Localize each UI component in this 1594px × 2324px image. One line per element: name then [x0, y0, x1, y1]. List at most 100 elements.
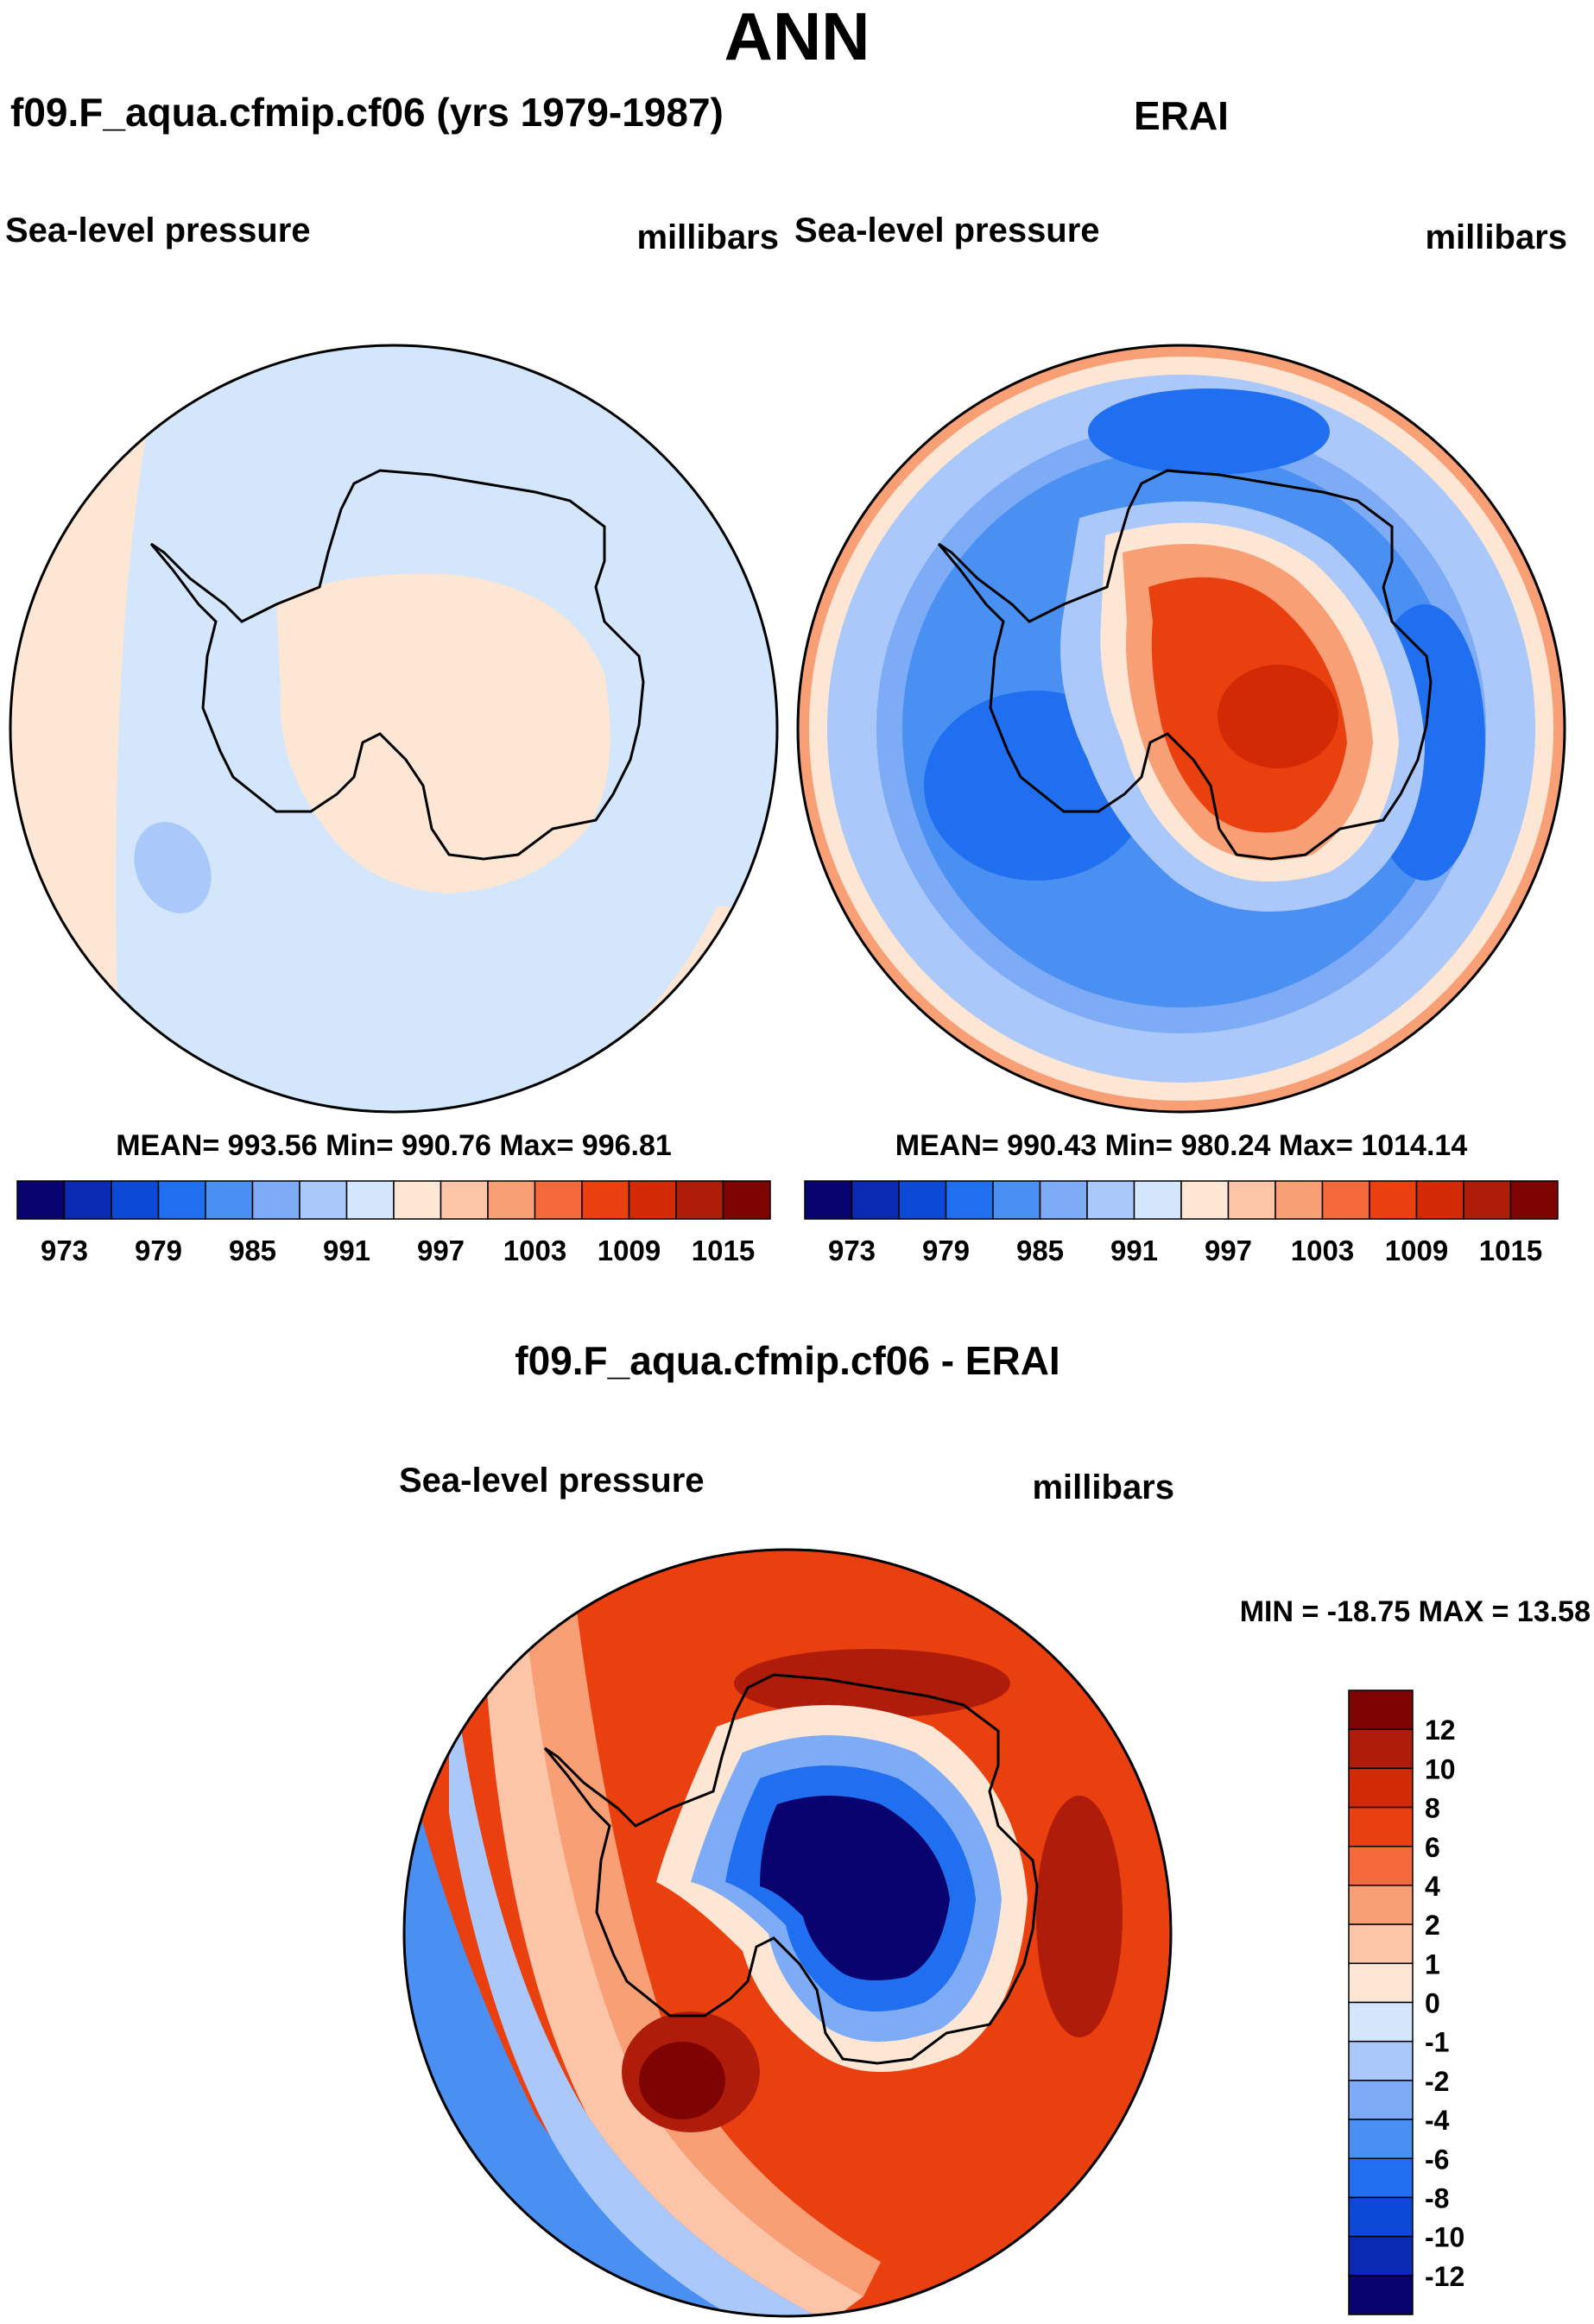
colorbar-swatch	[1275, 1180, 1324, 1220]
panel1-variable: Sea-level pressure	[5, 212, 311, 249]
colorbar-tick-label: -2	[1425, 2066, 1449, 2097]
panel2-map	[796, 344, 1566, 1114]
panel1-units: millibars	[636, 218, 779, 256]
colorbar-swatch	[851, 1180, 900, 1220]
colorbar-swatch	[1509, 1180, 1559, 1220]
colorbar-swatch	[1348, 2119, 1414, 2159]
colorbar-tick-label: -6	[1425, 2144, 1449, 2175]
panel2-colorbar: 973 979 985 991 997 1003 1009 1015	[804, 1180, 1559, 1266]
colorbar-swatch	[1227, 1180, 1276, 1220]
colorbar-swatch	[63, 1180, 112, 1220]
colorbar-swatch	[251, 1180, 300, 1220]
colorbar-swatch	[1348, 2196, 1414, 2238]
panel3-stats: MIN = -18.75 MAX = 13.58	[1240, 1595, 1591, 1628]
colorbar-tick-label: 1003	[503, 1235, 566, 1266]
colorbar-swatch	[628, 1180, 677, 1220]
colorbar-swatch	[1369, 1180, 1418, 1220]
colorbar-tick-label: 6	[1425, 1832, 1440, 1863]
colorbar-tick-label: 1015	[692, 1235, 755, 1266]
colorbar-swatch	[393, 1180, 442, 1220]
panel1-colorbar: 973 979 985 991 997 1003 1009 1015	[16, 1180, 771, 1266]
colorbar-tick-label: 979	[135, 1235, 182, 1266]
colorbar-tick-label: -8	[1425, 2182, 1449, 2213]
colorbar-swatch	[487, 1180, 536, 1220]
colorbar-swatch	[1348, 1728, 1414, 1770]
colorbar-swatch	[1348, 2235, 1414, 2277]
colorbar-swatch	[1348, 2001, 1414, 2043]
colorbar-tick-label: 991	[1110, 1235, 1158, 1266]
panel1-antarctica-outline	[149, 469, 645, 861]
panel1-title: f09.F_aqua.cfmip.cf06 (yrs 1979-1987)	[10, 90, 724, 135]
colorbar-swatch	[1348, 1962, 1414, 2004]
colorbar-tick-label: 1009	[1385, 1235, 1448, 1266]
colorbar-swatch	[345, 1180, 395, 1220]
colorbar-swatch	[945, 1180, 994, 1220]
figure-title: ANN	[724, 0, 870, 74]
colorbar-tick-label: 1	[1425, 1948, 1440, 1980]
colorbar-swatch	[675, 1180, 724, 1220]
colorbar-swatch	[1463, 1180, 1512, 1220]
colorbar-swatch	[1180, 1180, 1230, 1220]
colorbar-swatch	[1348, 1923, 1414, 1965]
colorbar-swatch	[440, 1180, 489, 1220]
colorbar-swatch	[1348, 1767, 1414, 1809]
panel2-title: ERAI	[1134, 93, 1229, 138]
colorbar-tick-label: 2	[1425, 1910, 1440, 1941]
colorbar-swatch	[1348, 1885, 1414, 1925]
colorbar-tick-label: 12	[1425, 1715, 1456, 1746]
colorbar-tick-label: 0	[1425, 1988, 1440, 2019]
panel1-stats: MEAN= 993.56 Min= 990.76 Max= 996.81	[116, 1129, 672, 1162]
colorbar-swatch	[157, 1180, 206, 1220]
colorbar-swatch	[898, 1180, 947, 1220]
colorbar-swatch	[722, 1180, 771, 1220]
colorbar-swatch	[1039, 1180, 1088, 1220]
panel2-variable: Sea-level pressure	[794, 212, 1100, 249]
colorbar-tick-label: 991	[323, 1235, 370, 1266]
colorbar-swatch	[1348, 2080, 1414, 2120]
panel1-map	[9, 344, 779, 1114]
colorbar-tick-label: -1	[1425, 2027, 1449, 2058]
colorbar-swatch	[16, 1180, 66, 1220]
colorbar-tick-label: -10	[1425, 2222, 1464, 2253]
colorbar-swatch	[992, 1180, 1041, 1220]
colorbar-tick-label: -4	[1425, 2105, 1450, 2136]
colorbar-tick-label: 997	[417, 1235, 465, 1266]
colorbar-tick-label: 973	[41, 1235, 88, 1266]
colorbar-swatch	[299, 1180, 348, 1220]
colorbar-swatch	[1348, 1846, 1414, 1886]
colorbar-tick-label: -12	[1425, 2261, 1464, 2292]
colorbar-tick-label: 979	[922, 1235, 970, 1266]
colorbar-tick-label: 1009	[598, 1235, 661, 1266]
colorbar-swatch	[1348, 2157, 1414, 2199]
colorbar-tick-label: 973	[828, 1235, 876, 1266]
panel2-stats: MEAN= 990.43 Min= 980.24 Max= 1014.14	[895, 1129, 1468, 1162]
panel3-units: millibars	[1032, 1468, 1174, 1506]
panel3-antarctica-outline	[543, 1673, 1039, 2065]
colorbar-tick-label: 10	[1425, 1753, 1456, 1784]
panel2-units: millibars	[1425, 218, 1567, 256]
colorbar-tick-label: 997	[1205, 1235, 1252, 1266]
colorbar-swatch	[1321, 1180, 1370, 1220]
panel2-antarctica-outline	[937, 469, 1433, 861]
colorbar-tick-label: 985	[1016, 1235, 1064, 1266]
colorbar-swatch	[1348, 2275, 1414, 2315]
colorbar-swatch	[534, 1180, 583, 1220]
panel3-variable: Sea-level pressure	[399, 1462, 705, 1500]
colorbar-swatch	[1348, 1689, 1414, 1730]
colorbar-swatch	[205, 1180, 254, 1220]
colorbar-swatch	[804, 1180, 853, 1220]
colorbar-swatch	[1348, 1806, 1414, 1847]
colorbar-swatch	[581, 1180, 630, 1220]
colorbar-tick-label: 985	[229, 1235, 276, 1266]
colorbar-tick-label: 8	[1425, 1793, 1440, 1824]
colorbar-tick-label: 1015	[1479, 1235, 1542, 1266]
colorbar-swatch	[1415, 1180, 1464, 1220]
colorbar-swatch	[111, 1180, 160, 1220]
colorbar-swatch	[1348, 2040, 1414, 2081]
colorbar-swatch	[1086, 1180, 1135, 1220]
panel3-title: f09.F_aqua.cfmip.cf06 - ERAI	[515, 1338, 1060, 1383]
colorbar-tick-label: 1003	[1291, 1235, 1354, 1266]
panel3-map	[402, 1548, 1173, 2318]
